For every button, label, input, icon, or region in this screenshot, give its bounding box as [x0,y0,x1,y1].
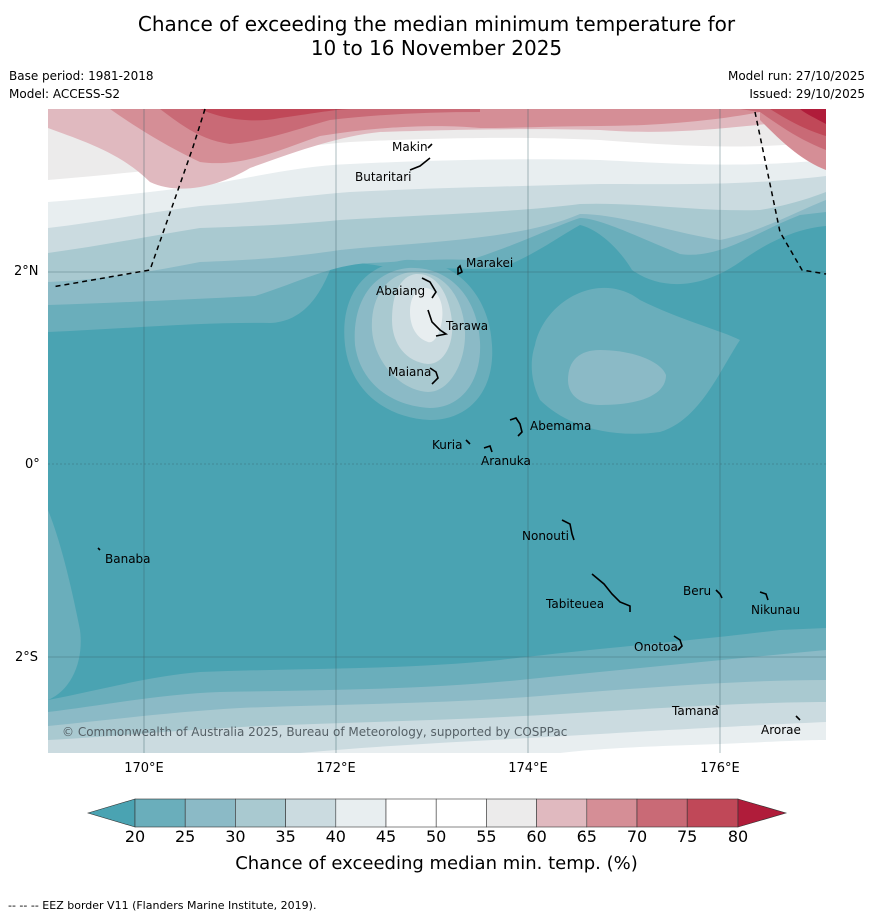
lon-label-176e: 176°E [700,761,740,776]
island-kuria-shape [465,439,471,445]
colorbar-tick: 25 [175,827,196,846]
contour-fill [48,109,826,753]
island-label-makin: Makin [392,140,428,154]
lat-label-2n: 2°N [14,264,39,279]
island-label-nikunau: Nikunau [751,603,800,617]
colorbar-tick: 35 [275,827,296,846]
title-line-2: 10 to 16 November 2025 [310,36,563,60]
island-beru-shape [715,589,723,599]
colorbar-swatch-20 [134,798,186,828]
island-nonouti-shape [561,519,575,541]
colorbar [86,798,788,828]
lon-label-170e: 170°E [124,761,164,776]
colorbar-label: Chance of exceeding median min. temp. (%… [235,853,638,874]
eez-legend-note: -- -- -- EEZ border V11 (Flanders Marine… [8,899,317,912]
colorbar-swatch-25 [184,798,236,828]
colorbar-swatch-45 [385,798,437,828]
model-run: Model run: 27/10/2025 [727,69,865,83]
island-nikunau-shape [759,591,769,601]
island-label-tarawa: Tarawa [445,319,488,333]
island-tarawa-shape [427,309,449,337]
colorbar-swatch-30 [235,798,286,828]
eez-border-west [51,108,206,288]
colorbar-swatch-60 [536,798,588,828]
base-period: Base period: 1981-2018 [9,69,154,83]
colorbar-tick: 55 [476,827,497,846]
copyright-text: © Commonwealth of Australia 2025, Bureau… [62,725,567,739]
colorbar-swatch-35 [285,798,337,828]
colorbar-tick: 50 [426,827,447,846]
island-arorae-shape [795,715,801,721]
island-label-tamana: Tamana [671,704,719,718]
lon-label-172e: 172°E [316,761,356,776]
island-label-banaba: Banaba [105,552,151,566]
colorbar-tick: 30 [225,827,246,846]
issued-date: Issued: 29/10/2025 [749,87,865,101]
island-tabiteuea-shape [591,573,631,612]
colorbar-swatch-50 [435,798,487,828]
colorbar-tick: 80 [727,827,749,846]
island-label-butaritari: Butaritari [355,170,412,184]
island-abemama-shape [509,417,523,437]
island-makin-shape [427,143,433,149]
island-label-aranuka: Aranuka [481,454,531,468]
island-abaiang-shape [421,277,437,299]
contour-above80 [800,109,826,124]
colorbar-tick: 65 [576,827,597,846]
lon-label-174e: 174°E [508,761,548,776]
island-label-tabiteuea: Tabiteuea [545,597,604,611]
colorbar-swatch-70 [636,798,688,828]
gridlines [48,109,826,753]
contour-east-25 [568,350,666,405]
island-labels: Makin Butaritari Marakei Abaiang Tarawa … [105,140,801,737]
colorbar-tick: 60 [526,827,547,846]
island-maiana-shape [429,367,439,385]
colorbar-swatch-55 [486,798,537,828]
colorbar-tick: 40 [325,827,346,846]
lat-label-2s: 2°S [15,650,39,665]
colorbar-swatch-40 [335,798,387,828]
island-onotoa-shape [673,635,683,651]
model-name: Model: ACCESS-S2 [9,87,121,101]
island-label-beru: Beru [683,584,711,598]
eez-border-east [754,111,827,275]
meta-left: Base period: 1981-2018 Model: ACCESS-S2 [9,67,154,103]
eez-border [51,108,827,288]
island-label-kuria: Kuria [432,438,463,452]
contour-75 [200,109,350,121]
island-tamana-shape [715,705,720,709]
colorbar-swatch-65 [586,798,638,828]
island-label-onotoa: Onotoa [634,640,678,654]
island-outlines [97,143,801,721]
lat-label-0: 0° [25,457,40,472]
colorbar-below20-arrow [86,798,136,828]
colorbar-above80-arrow [737,798,788,828]
contour-center-40 [410,287,443,343]
colorbar-tick: 75 [677,827,698,846]
island-label-marakei: Marakei [466,256,513,270]
colorbar-tick: 70 [626,827,648,846]
colorbar-tick: 20 [124,827,146,846]
contour-west-20 [48,510,81,700]
island-label-abaiang: Abaiang [376,284,425,298]
island-aranuka-shape [483,444,493,453]
colorbar-swatch-75 [686,798,739,828]
island-banaba-shape [97,547,101,551]
colorbar-tick: 45 [375,827,397,846]
island-label-nonouti: Nonouti [522,529,569,543]
contour-bottom-45 [560,740,826,753]
island-label-maiana: Maiana [388,365,431,379]
island-label-abemama: Abemama [530,419,591,433]
meta-right: Model run: 27/10/2025 Issued: 29/10/2025 [728,67,865,103]
island-butaritari-shape [409,157,431,171]
island-label-arorae: Arorae [761,723,801,737]
chart-title: Chance of exceeding the median minimum t… [0,12,873,60]
island-marakei-shape [457,264,463,276]
title-line-1: Chance of exceeding the median minimum t… [137,12,736,36]
